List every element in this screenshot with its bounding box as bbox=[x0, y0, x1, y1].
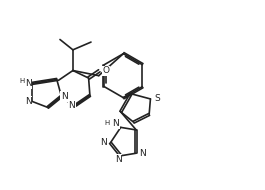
Text: O: O bbox=[102, 66, 109, 75]
Text: N: N bbox=[100, 138, 107, 147]
Text: N: N bbox=[112, 119, 119, 128]
Text: N: N bbox=[61, 92, 67, 101]
Text: N: N bbox=[139, 149, 146, 158]
Text: S: S bbox=[154, 94, 160, 103]
Text: H: H bbox=[104, 120, 109, 127]
Text: N: N bbox=[115, 155, 122, 164]
Text: N: N bbox=[25, 97, 32, 106]
Text: N: N bbox=[25, 79, 32, 88]
Text: N: N bbox=[68, 101, 75, 110]
Text: H: H bbox=[19, 78, 24, 84]
